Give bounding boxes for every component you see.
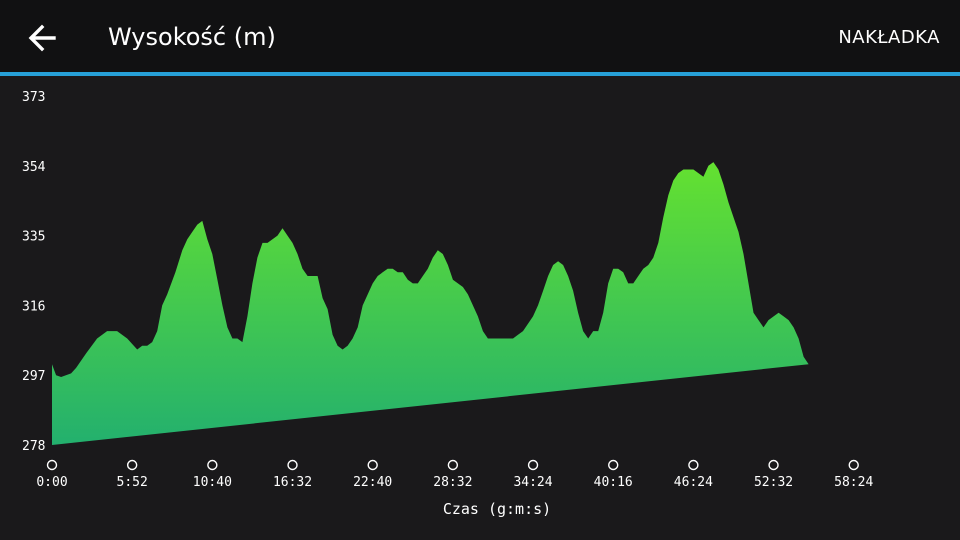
page-title: Wysokość (m) [108, 23, 276, 51]
x-tick-marker [527, 459, 539, 471]
x-tick-label: 0:00 [36, 475, 67, 490]
back-button[interactable] [22, 18, 62, 58]
elevation-area [52, 162, 809, 445]
elevation-chart: 373 354 335 316 297 278 0:00 5:52 10:40 16:32 22:… [22, 90, 873, 518]
y-tick-label: 335 [22, 230, 45, 245]
y-tick-label: 354 [22, 160, 46, 175]
y-axis: 373 354 335 316 297 278 [22, 90, 46, 454]
x-tick-marker [768, 459, 779, 471]
x-tick-label: 40:16 [594, 475, 633, 490]
x-tick-label: 46:24 [674, 475, 713, 490]
x-tick-label: 58:24 [834, 475, 873, 490]
x-tick-marker [848, 459, 859, 471]
overlay-button[interactable]: NAKŁADKA [838, 27, 940, 48]
y-tick-label: 316 [22, 299, 45, 314]
x-axis: 0:00 5:52 10:40 16:32 22:40 28:32 34:24 40:16 46… [36, 459, 873, 490]
x-tick-label: 5:52 [117, 475, 148, 490]
x-tick-label: 22:40 [353, 475, 392, 490]
x-tick-marker [688, 459, 699, 471]
y-tick-label: 297 [22, 369, 45, 384]
x-tick-marker [367, 459, 378, 471]
x-tick-label: 34:24 [513, 475, 552, 490]
accent-bar [0, 72, 960, 76]
x-tick-marker [447, 459, 459, 471]
x-axis-label: Czas (g:m:s) [443, 500, 551, 518]
arrow-left-icon [28, 24, 56, 52]
y-tick-label: 373 [22, 90, 45, 105]
x-tick-marker [608, 459, 619, 471]
x-tick-label: 16:32 [273, 475, 312, 490]
x-tick-marker [126, 459, 138, 471]
x-tick-marker [46, 459, 58, 471]
x-tick-marker [287, 459, 298, 471]
x-tick-label: 28:32 [433, 475, 472, 490]
y-tick-label: 278 [22, 439, 45, 454]
app-bar: Wysokość (m) NAKŁADKA [0, 0, 960, 72]
x-tick-label: 10:40 [193, 475, 232, 490]
x-tick-marker [207, 459, 218, 471]
x-tick-label: 52:32 [754, 475, 793, 490]
